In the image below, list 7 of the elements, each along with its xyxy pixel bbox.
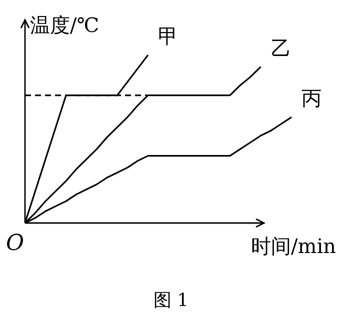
series-label: 丙 [302, 86, 322, 110]
series-label: 甲 [158, 24, 178, 48]
y-axis-title: 温度/℃ [30, 13, 100, 37]
text: O [6, 231, 24, 256]
x-axis-title: 时间/min [251, 234, 336, 258]
caption: 图 1 [153, 290, 189, 311]
series-label: 乙 [270, 36, 291, 60]
